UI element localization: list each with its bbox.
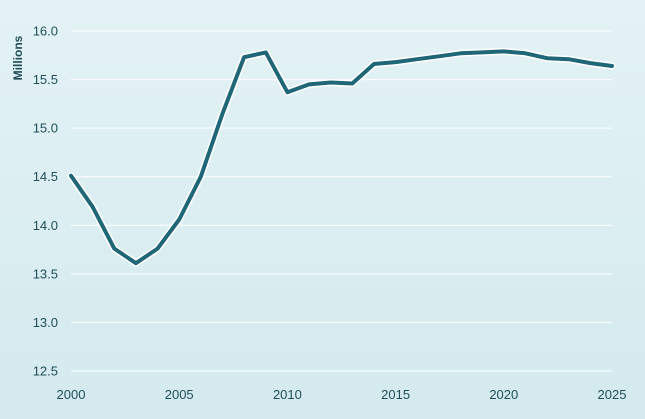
y-tick-label: 16.0 (33, 24, 58, 39)
gridlines (71, 30, 612, 372)
x-axis-tick-labels: 2000 2005 2010 2015 2020 2025 (57, 387, 627, 402)
y-tick-label: 14.5 (33, 169, 58, 184)
series-group (67, 47, 616, 267)
x-tick-label: 2025 (598, 387, 627, 402)
x-tick-label: 2005 (165, 387, 194, 402)
y-tick-label: 13.0 (33, 315, 58, 330)
y-axis-title: Millions (11, 35, 25, 80)
series-line (69, 49, 614, 266)
y-tick-label: 15.5 (33, 72, 58, 87)
x-tick-label: 2020 (489, 387, 518, 402)
x-tick-label: 2010 (273, 387, 302, 402)
y-axis-tick-labels: 12.5 13.0 13.5 14.0 14.5 15.0 15.5 16.0 (33, 24, 58, 379)
y-tick-label: 13.5 (33, 266, 58, 281)
y-tick-label: 14.0 (33, 218, 58, 233)
x-tick-label: 2000 (57, 387, 86, 402)
y-tick-label: 15.0 (33, 121, 58, 136)
y-tick-label: 12.5 (33, 364, 58, 379)
x-tick-label: 2015 (381, 387, 410, 402)
